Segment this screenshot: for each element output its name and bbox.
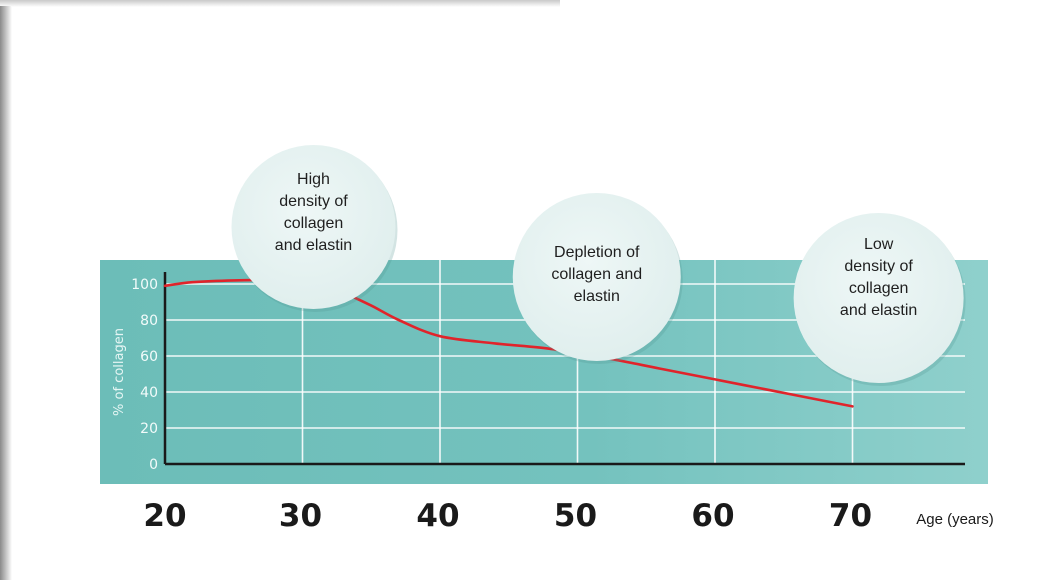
y-tick-label-40: 40 <box>140 385 158 401</box>
y-axis-label: % of collagen <box>112 328 127 416</box>
y-tick-label-0: 0 <box>149 457 158 473</box>
annotation-bubble-2 <box>512 193 681 361</box>
x-tick-label-20: 20 <box>143 498 186 534</box>
annotation-3-line-1: Low <box>864 236 894 253</box>
y-tick-label-20: 20 <box>140 421 158 437</box>
x-tick-label-40: 40 <box>416 498 459 534</box>
annotation-2-line-1: Depletion of <box>554 244 640 261</box>
x-tick-label-30: 30 <box>279 498 322 534</box>
y-tick-label-100: 100 <box>131 277 158 293</box>
top-shadow <box>0 0 560 7</box>
left-shadow <box>0 6 12 580</box>
annotation-1-line-4: and elastin <box>275 237 352 254</box>
y-tick-label-60: 60 <box>140 349 158 365</box>
annotation-2-line-3: elastin <box>574 288 620 305</box>
annotation-bubble-1 <box>231 145 396 309</box>
annotation-1-line-2: density of <box>279 193 348 210</box>
annotation-1-line-1: High <box>297 171 330 188</box>
annotation-3-line-2: density of <box>844 258 913 275</box>
annotation-3-line-3: collagen <box>849 280 909 297</box>
annotation-3-line-4: and elastin <box>840 302 917 319</box>
y-tick-label-80: 80 <box>140 313 158 329</box>
x-axis-label: Age (years) <box>916 511 994 528</box>
annotation-1-line-3: collagen <box>284 215 344 232</box>
annotation-bubble-3 <box>793 213 964 383</box>
x-tick-label-50: 50 <box>554 498 597 534</box>
annotation-2-line-2: collagen and <box>551 266 642 283</box>
x-tick-label-70: 70 <box>829 498 872 534</box>
x-tick-label-60: 60 <box>691 498 734 534</box>
